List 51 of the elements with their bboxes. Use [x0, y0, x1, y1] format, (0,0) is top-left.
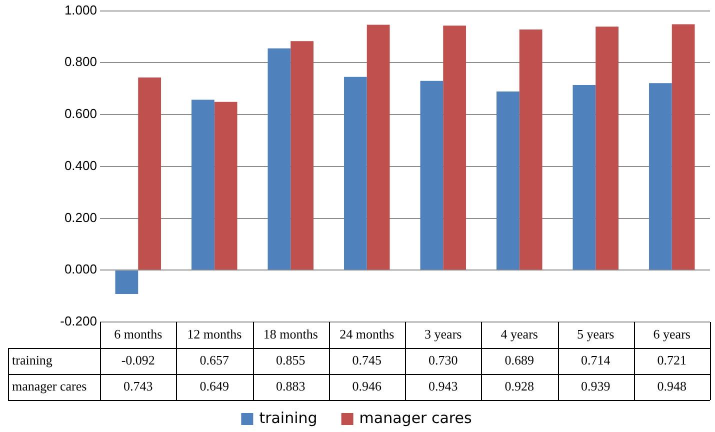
- x-tick-label: 6 years: [653, 326, 690, 342]
- y-tick-label: 0.200: [64, 210, 97, 225]
- x-tick-label: 24 months: [340, 326, 394, 342]
- data-label: 0.721: [657, 352, 686, 368]
- y-tick-label: 1.000: [64, 2, 97, 18]
- data-label: 0.689: [504, 352, 534, 368]
- data-label: 0.730: [428, 352, 458, 368]
- data-label: 0.855: [276, 352, 306, 368]
- bar: [519, 29, 542, 270]
- data-label: 0.745: [352, 352, 382, 368]
- bar: [672, 24, 695, 270]
- data-label: 0.946: [352, 378, 382, 394]
- data-label: 0.657: [200, 352, 230, 368]
- bar: [138, 77, 161, 270]
- x-tick-label: 3 years: [424, 326, 462, 342]
- x-tick-label: 18 months: [263, 326, 318, 342]
- data-label: 0.928: [504, 378, 534, 394]
- bar: [649, 83, 672, 270]
- bar: [366, 24, 390, 270]
- bar: [496, 91, 520, 270]
- data-label: 0.943: [428, 378, 458, 394]
- data-label: 0.948: [657, 378, 686, 394]
- x-tick-label: 5 years: [577, 326, 614, 342]
- bar: [115, 270, 138, 294]
- bar: [214, 102, 238, 270]
- bar: [596, 26, 618, 270]
- y-tick-label: 0.600: [64, 106, 97, 122]
- y-tick-label: -0.200: [60, 314, 97, 329]
- data-label: 0.714: [581, 352, 611, 368]
- data-label: 0.649: [200, 378, 229, 394]
- bar: [443, 26, 466, 270]
- data-label: 0.743: [124, 378, 153, 394]
- x-tick-label: 12 months: [187, 326, 242, 342]
- y-tick-label: 0.400: [64, 158, 97, 173]
- data-label: 0.883: [276, 378, 306, 394]
- data-label: 0.939: [581, 378, 610, 394]
- legend-label: training: [259, 408, 318, 427]
- bar: [290, 41, 314, 270]
- bar: [420, 80, 444, 270]
- bar: [192, 100, 214, 270]
- bar: [344, 76, 367, 270]
- text: manager cares: [12, 378, 87, 394]
- bar: [572, 84, 596, 270]
- y-tick-label: 0.000: [64, 262, 97, 277]
- text: training: [12, 352, 52, 368]
- x-tick-label: 4 years: [500, 326, 538, 342]
- legend-label: manager cares: [359, 408, 472, 427]
- y-tick-label: 0.800: [64, 54, 97, 70]
- data-label: -0.092: [121, 352, 155, 368]
- bar: [268, 48, 291, 270]
- x-tick-label: 6 months: [114, 326, 162, 342]
